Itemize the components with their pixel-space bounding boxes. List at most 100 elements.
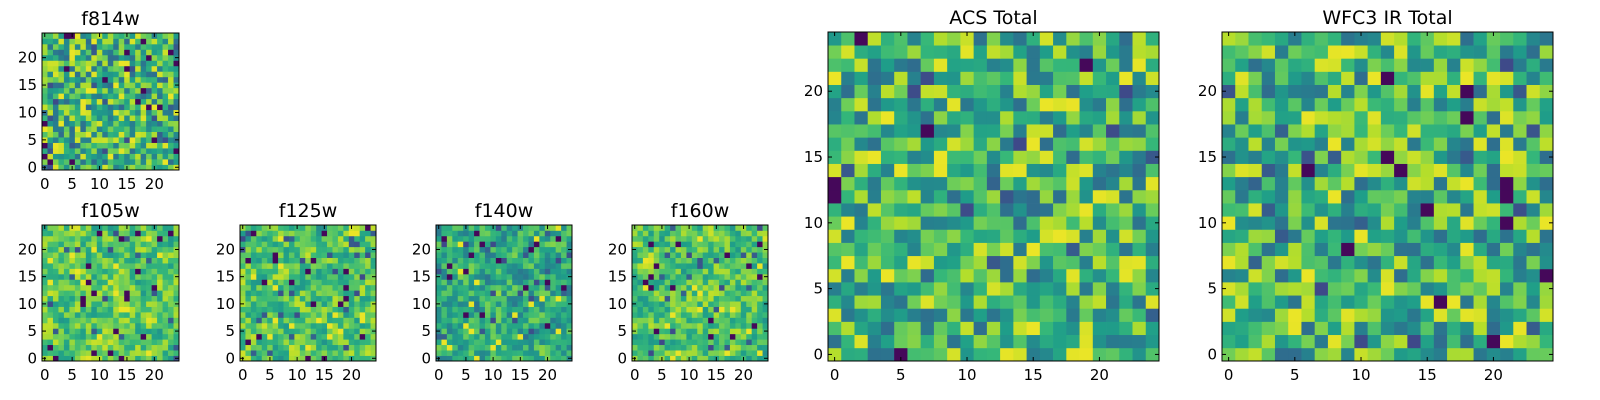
- heatmap-cell: [1354, 203, 1368, 217]
- heatmap-cell: [69, 142, 76, 149]
- heatmap-cell: [80, 301, 87, 307]
- heatmap-cell: [735, 339, 742, 346]
- heatmap-cell: [113, 164, 120, 171]
- heatmap-cell: [91, 71, 98, 78]
- heatmap-cell: [250, 268, 257, 275]
- heatmap-cell: [854, 71, 869, 85]
- heatmap-cell: [724, 301, 731, 307]
- heatmap-cell: [173, 38, 180, 45]
- heatmap-cell: [47, 328, 54, 335]
- heatmap-cell: [365, 279, 371, 286]
- heatmap-cell: [757, 322, 763, 329]
- heatmap-cell: [659, 241, 665, 248]
- heatmap-cell: [735, 295, 742, 302]
- heatmap-cell: [867, 216, 882, 230]
- heatmap-cell: [441, 273, 448, 280]
- heatmap-cell: [452, 273, 459, 280]
- heatmap-cell: [278, 252, 284, 258]
- heatmap-cell: [47, 312, 54, 318]
- heatmap-cell: [517, 322, 524, 329]
- heatmap-cell: [288, 333, 295, 340]
- heatmap-cell: [1274, 203, 1289, 217]
- heatmap-cell: [1261, 347, 1276, 362]
- heatmap-cell: [74, 295, 81, 302]
- heatmap-cell: [299, 355, 306, 362]
- heatmap-cell: [85, 355, 92, 362]
- heatmap-cell: [1053, 255, 1067, 270]
- heatmap-cell: [337, 230, 344, 237]
- heatmap-cell: [457, 355, 464, 362]
- heatmap-cell: [544, 339, 551, 346]
- heatmap-cell: [124, 104, 131, 111]
- heatmap-cell: [359, 339, 366, 346]
- heatmap-cell: [74, 241, 81, 248]
- heatmap-cell: [168, 120, 174, 127]
- heatmap-cell: [91, 301, 98, 307]
- heatmap-cell: [305, 312, 312, 318]
- heatmap-cell: [973, 308, 988, 322]
- heatmap-cell: [245, 225, 252, 231]
- heatmap-cell: [960, 295, 974, 309]
- heatmap-cell: [933, 84, 948, 99]
- heatmap-cell: [96, 279, 103, 286]
- heatmap-cell: [157, 246, 163, 253]
- heatmap-cell: [118, 284, 125, 291]
- heatmap-cell: [637, 246, 644, 253]
- heatmap-cell: [1261, 268, 1276, 283]
- heatmap-cell: [642, 252, 649, 258]
- heatmap-cell: [1222, 150, 1236, 164]
- heatmap-cell: [1526, 163, 1541, 178]
- heatmap-cell: [1288, 45, 1302, 59]
- heatmap-cell: [151, 295, 158, 302]
- heatmap-cell: [370, 225, 377, 231]
- heatmap-cell: [162, 159, 169, 165]
- heatmap-cell: [1053, 110, 1067, 125]
- heatmap-cell: [670, 344, 676, 351]
- heatmap-cell: [173, 241, 180, 248]
- heatmap-cell: [140, 115, 147, 122]
- heatmap-cell: [173, 312, 180, 318]
- heatmap-cell: [523, 339, 529, 346]
- heatmap-cell: [140, 235, 147, 242]
- heatmap-cell: [1327, 229, 1342, 243]
- heatmap-cell: [85, 284, 92, 291]
- heatmap-cell: [96, 98, 103, 105]
- heatmap-cell: [278, 257, 284, 264]
- heatmap-cell: [1092, 45, 1107, 59]
- heatmap-cell: [299, 252, 306, 258]
- heatmap-cell: [653, 246, 660, 253]
- heatmap-cell: [321, 241, 328, 248]
- heatmap-cell: [359, 301, 366, 307]
- heatmap-cell: [299, 241, 306, 248]
- heatmap-cell: [1394, 71, 1408, 85]
- heatmap-cell: [746, 252, 753, 258]
- heatmap-cell: [686, 317, 693, 324]
- heatmap-cell: [539, 339, 546, 346]
- heatmap-cell: [140, 246, 147, 253]
- heatmap-cell: [256, 344, 263, 351]
- heatmap-cell: [659, 235, 665, 242]
- heatmap-cell: [691, 252, 698, 258]
- heatmap-cell: [102, 49, 109, 56]
- heatmap-cell: [151, 333, 158, 340]
- heatmap-cell: [113, 87, 120, 94]
- heatmap-cell: [708, 295, 714, 302]
- heatmap-cell: [1367, 295, 1382, 309]
- heatmap-cell: [828, 97, 842, 112]
- heatmap-cell: [1420, 189, 1435, 204]
- heatmap-cell: [151, 339, 158, 346]
- heatmap-cell: [107, 120, 114, 127]
- heatmap-cell: [1132, 216, 1147, 230]
- heatmap-cell: [670, 230, 676, 237]
- heatmap-cell: [240, 263, 246, 269]
- heatmap-cell: [512, 225, 518, 231]
- heatmap-cell: [85, 328, 92, 335]
- heatmap-cell: [867, 71, 882, 85]
- heatmap-cell: [452, 306, 459, 313]
- heatmap-cell: [63, 164, 70, 171]
- heatmap-cell: [146, 159, 152, 165]
- heatmap-cell: [512, 344, 518, 351]
- heatmap-cell: [632, 284, 638, 291]
- heatmap-cell: [960, 45, 974, 59]
- heatmap-cell: [1274, 282, 1289, 296]
